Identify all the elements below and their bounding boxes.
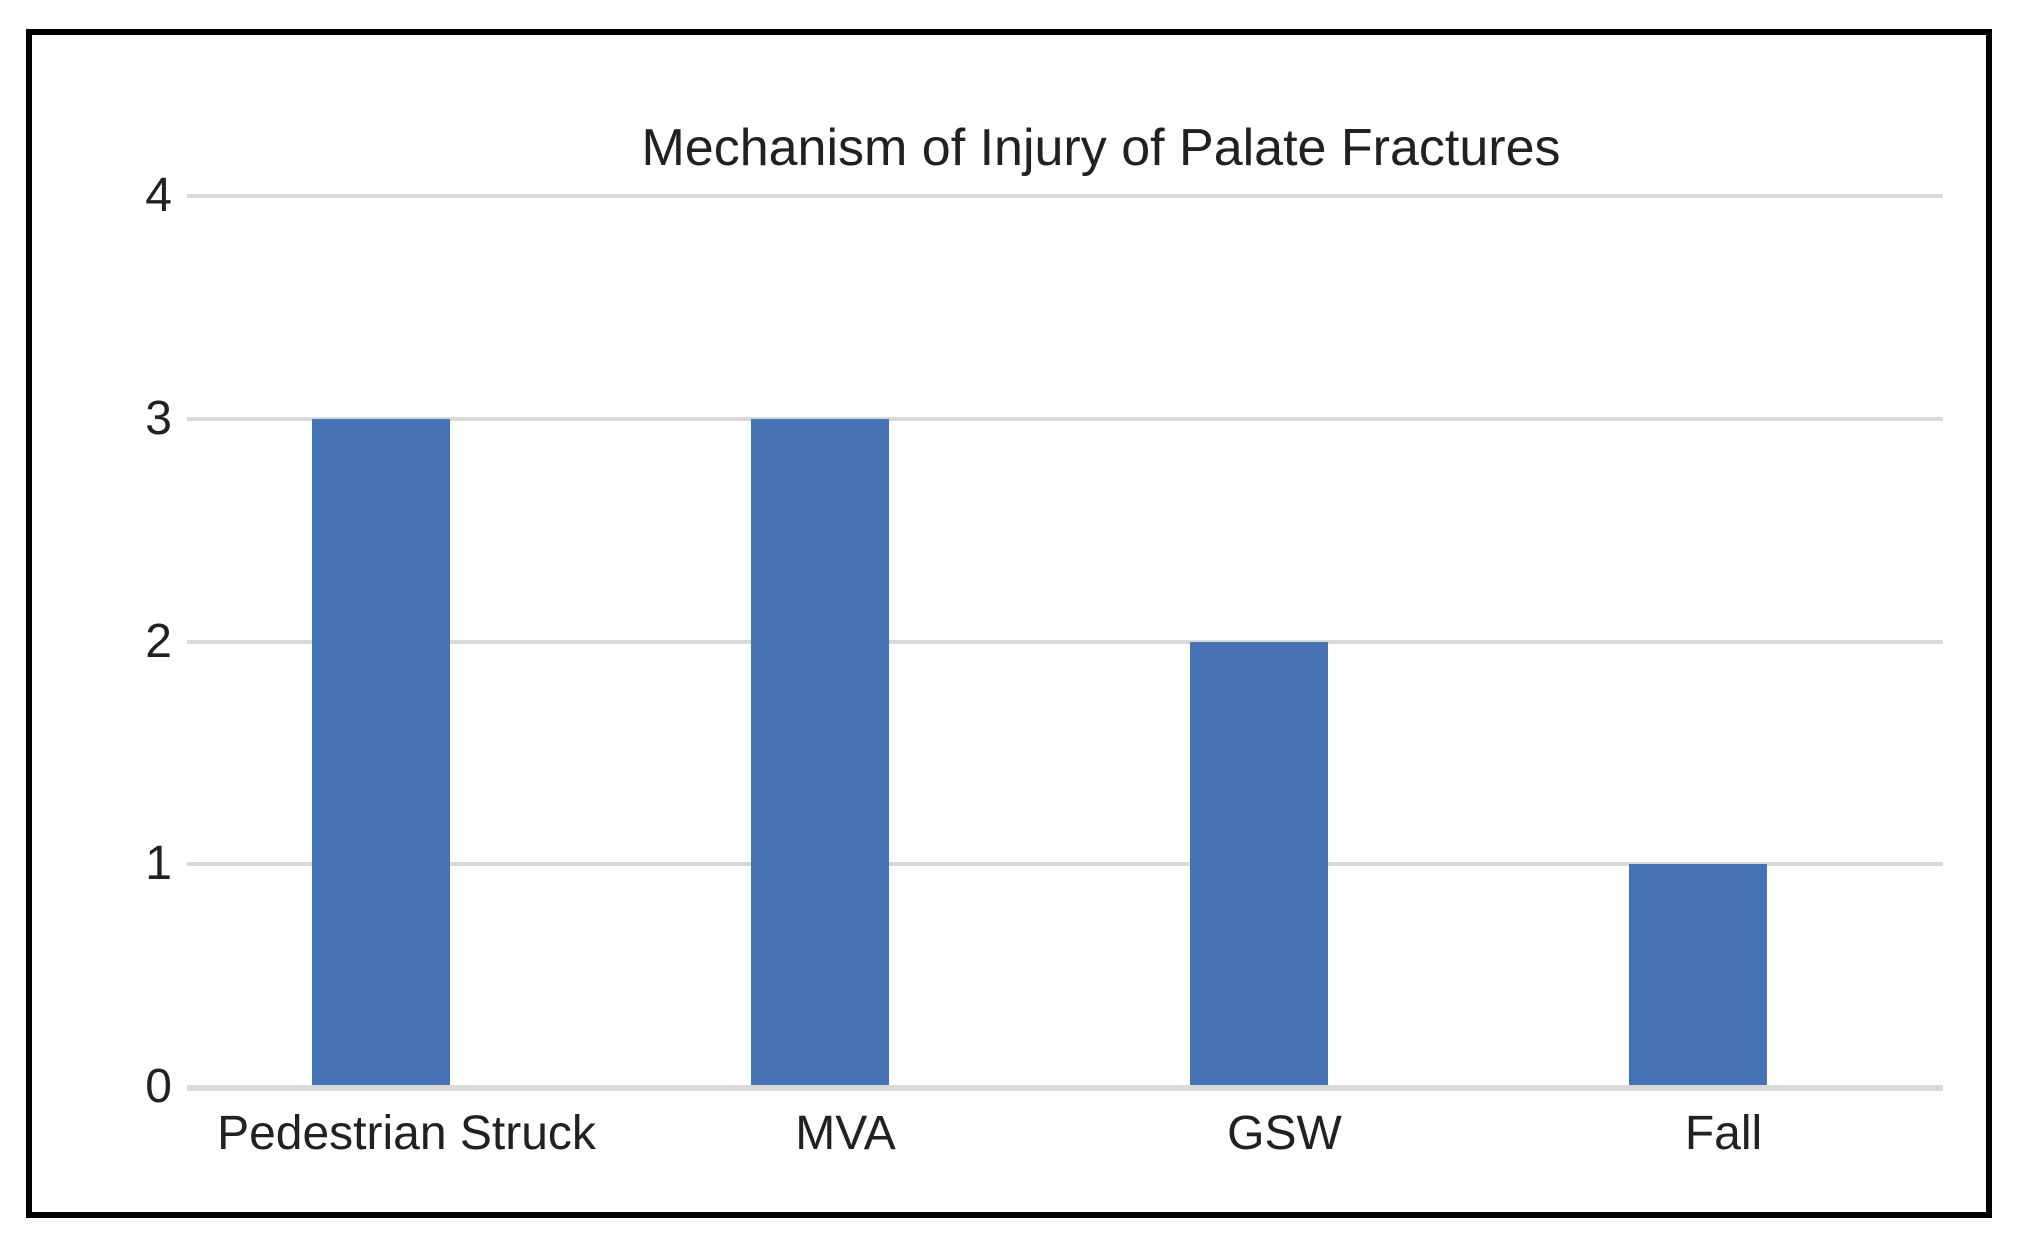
y-axis-tick-label-1: 1 — [145, 837, 172, 891]
x-axis-label-mva: MVA — [795, 1107, 896, 1160]
chart-frame: Mechanism of Injury of Palate Fractures … — [26, 29, 1992, 1218]
gridline-y-2 — [187, 639, 1943, 644]
chart-title: Mechanism of Injury of Palate Fractures — [641, 119, 1561, 177]
bar-gsw — [1189, 641, 1328, 1085]
y-axis-tick-label-2: 2 — [145, 614, 172, 668]
x-axis-line — [187, 1085, 1943, 1091]
gridline-y-4 — [187, 194, 1943, 198]
y-axis-tick-label-3: 3 — [145, 391, 172, 445]
gridline-y-1 — [187, 862, 1943, 867]
y-axis-tick-label-0: 0 — [145, 1060, 172, 1113]
bar-mva — [750, 418, 889, 1085]
x-axis-label-pedestrian-struck: Pedestrian Struck — [217, 1107, 596, 1160]
y-axis-tick-label-4: 4 — [145, 169, 172, 222]
bar-fall — [1628, 864, 1767, 1085]
x-axis-label-fall: Fall — [1684, 1107, 1763, 1160]
gridline-y-3 — [187, 416, 1943, 421]
x-axis-label-gsw: GSW — [1227, 1107, 1342, 1160]
bar-pedestrian-struck — [311, 418, 450, 1085]
